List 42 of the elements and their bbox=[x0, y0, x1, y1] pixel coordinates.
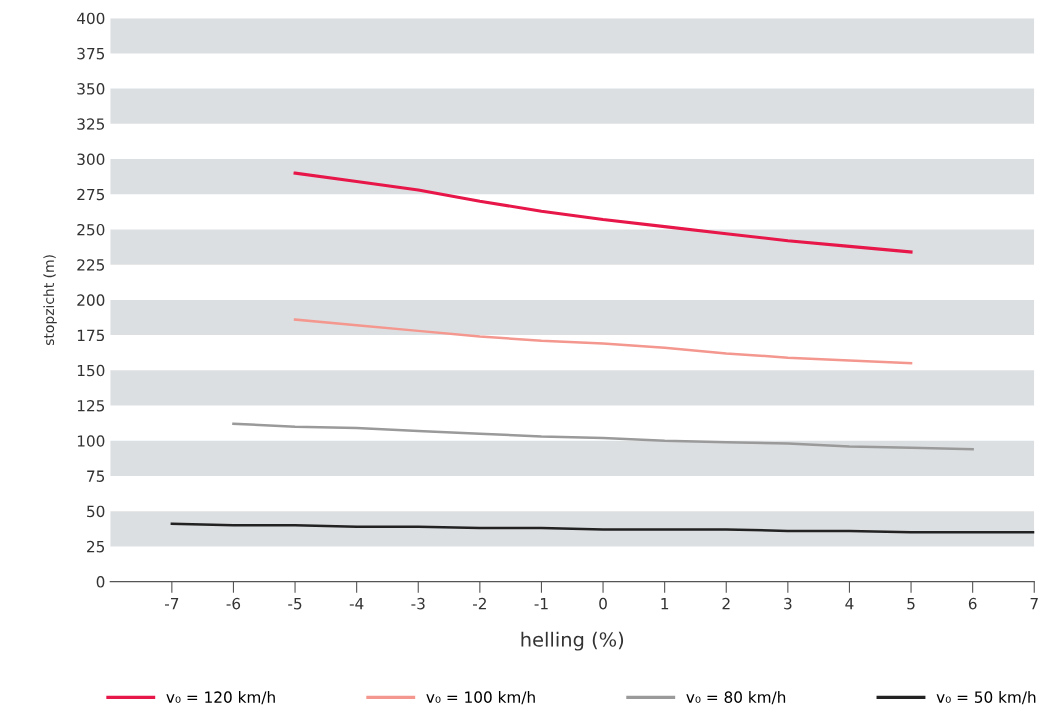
x-tick-label: 6 bbox=[968, 597, 977, 610]
x-tick-label: -1 bbox=[534, 598, 548, 610]
x-tick-label: 1 bbox=[661, 598, 669, 610]
y-tick-label: 350 bbox=[77, 83, 105, 95]
y-tick-label: 100 bbox=[77, 435, 105, 447]
x-tick-label: 4 bbox=[845, 598, 854, 610]
y-tick-label: 300 bbox=[77, 153, 105, 166]
line-series bbox=[293, 318, 913, 365]
x-tick-label: -6 bbox=[226, 597, 241, 610]
y-tick-label: 225 bbox=[77, 259, 105, 271]
y-tick-label: 50 bbox=[87, 505, 105, 518]
x-tick-label: 0 bbox=[599, 597, 607, 610]
y-tick-label: 250 bbox=[77, 223, 105, 236]
y-tick-label: 150 bbox=[77, 364, 105, 377]
y-axis-title: stopzicht (m) bbox=[43, 255, 57, 346]
x-tick-label: -2 bbox=[472, 597, 486, 610]
y-tick-label: 0 bbox=[96, 576, 105, 588]
y-tick-label: 275 bbox=[77, 188, 105, 201]
line-series bbox=[170, 522, 1035, 534]
x-tick-label: 3 bbox=[784, 597, 792, 610]
y-tick-label: 400 bbox=[76, 12, 105, 25]
line-series bbox=[232, 422, 974, 451]
x-tick-label: -5 bbox=[288, 598, 302, 610]
x-axis-title: helling (%) bbox=[521, 631, 624, 651]
y-tick-label: 325 bbox=[77, 118, 105, 130]
y-tick-label: 375 bbox=[77, 47, 105, 60]
x-tick-label: -7 bbox=[164, 598, 179, 610]
legend-label: v₀ = 80 km/h bbox=[686, 691, 786, 705]
x-tick-label: -3 bbox=[411, 597, 425, 610]
y-tick-label: 125 bbox=[77, 400, 105, 412]
legend-label: v₀ = 50 km/h bbox=[936, 691, 1036, 705]
legend-label: v₀ = 120 km/h bbox=[166, 691, 275, 705]
x-tick-label: 2 bbox=[722, 597, 730, 610]
y-tick-label: 25 bbox=[87, 540, 105, 553]
line-series bbox=[293, 171, 913, 254]
x-tick-label: 5 bbox=[907, 598, 915, 610]
y-tick-label: 200 bbox=[77, 294, 105, 306]
x-tick-label: -4 bbox=[349, 598, 364, 610]
x-tick-label: 7 bbox=[1030, 598, 1038, 610]
y-tick-label: 175 bbox=[77, 329, 105, 342]
y-tick-label: 75 bbox=[87, 470, 105, 482]
legend-label: v₀ = 100 km/h bbox=[426, 691, 535, 705]
